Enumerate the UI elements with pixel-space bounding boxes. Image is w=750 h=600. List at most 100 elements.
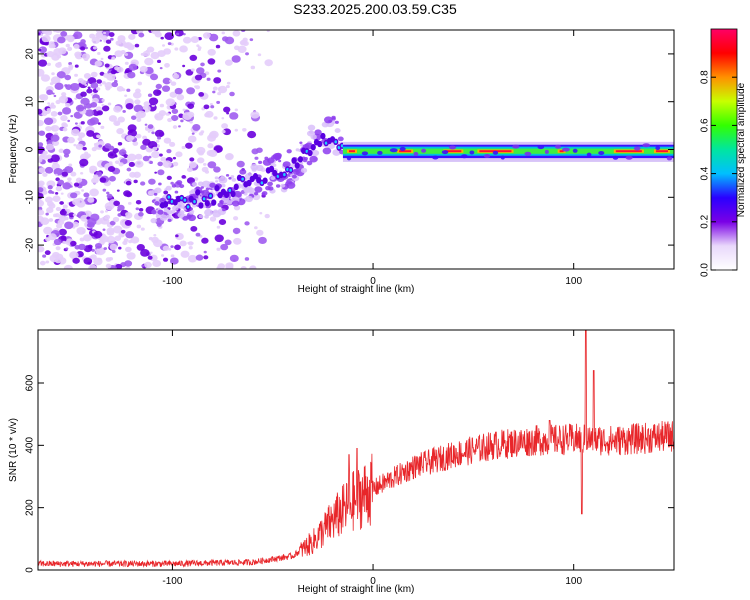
noise-blob — [160, 156, 167, 162]
colorbar-ticks: 0.0 0.2 0.4 0.6 0.8 — [700, 70, 737, 277]
noise-blob — [107, 151, 117, 159]
noise-blob — [172, 125, 178, 129]
noise-blob — [135, 207, 140, 211]
noise-blob — [75, 104, 85, 112]
noise-blob — [165, 98, 176, 107]
noise-blob — [101, 103, 105, 107]
band-blob — [346, 156, 352, 161]
noise-blob — [40, 217, 50, 225]
noise-blob — [264, 59, 273, 67]
noise-blob — [254, 226, 258, 230]
noise-blob — [54, 257, 62, 264]
noise-blob — [62, 204, 68, 209]
noise-blob — [67, 46, 73, 51]
noise-blob — [174, 47, 179, 51]
noise-blob — [240, 266, 247, 269]
noise-blob — [225, 153, 234, 161]
transition-blob — [189, 190, 194, 195]
noise-blob — [156, 59, 162, 64]
noise-blob — [190, 68, 195, 72]
noise-blob — [191, 132, 195, 135]
transition-blob — [299, 141, 303, 145]
noise-blob — [91, 248, 95, 252]
noise-blob — [58, 148, 64, 154]
noise-blob — [128, 63, 138, 71]
noise-blob — [82, 231, 85, 234]
noise-blob — [38, 187, 44, 193]
noise-blob — [70, 128, 80, 137]
trend-core — [180, 196, 183, 200]
noise-blob — [172, 156, 177, 160]
noise-blob — [152, 146, 158, 151]
noise-blob — [216, 225, 221, 229]
noise-blob — [51, 72, 55, 76]
noise-blob — [214, 234, 224, 243]
noise-blob — [47, 185, 53, 190]
noise-blob — [50, 102, 55, 106]
transition-blob — [243, 187, 251, 193]
noise-blob — [125, 191, 133, 198]
noise-blob — [140, 249, 150, 257]
transition-blob — [302, 158, 308, 163]
noise-blob — [74, 97, 78, 100]
transition-blob — [220, 175, 225, 179]
noise-blob — [175, 32, 180, 36]
chart-title: S233.2025.200.03.59.C35 — [293, 1, 457, 17]
noise-blob — [74, 245, 81, 250]
noise-blob — [95, 32, 104, 39]
noise-blob — [38, 32, 41, 36]
noise-blob — [167, 118, 173, 123]
noise-blob — [76, 227, 86, 235]
noise-blob — [124, 94, 128, 98]
transition-blob — [215, 180, 219, 183]
noise-blob — [92, 46, 98, 50]
noise-blob — [68, 64, 74, 69]
noise-blob — [170, 254, 175, 258]
noise-blob — [185, 142, 193, 149]
y-tick-label: 0 — [25, 567, 36, 573]
noise-blob — [101, 81, 106, 85]
snr-ylabel: SNR (10 * v/v) — [8, 418, 19, 482]
noise-blob — [85, 103, 93, 109]
noise-blob — [233, 237, 242, 245]
noise-blob — [45, 212, 49, 216]
band-blob — [389, 148, 398, 153]
transition-blob — [282, 161, 291, 168]
noise-blob — [70, 240, 77, 247]
noise-blob — [55, 246, 61, 251]
noise-blob — [203, 250, 207, 254]
noise-blob — [87, 218, 97, 226]
noise-blob — [136, 117, 142, 122]
y-tick-label: 200 — [25, 499, 36, 516]
noise-blob — [38, 199, 45, 208]
trend-core — [340, 144, 344, 148]
noise-blob — [105, 86, 111, 91]
noise-blob — [43, 117, 54, 126]
noise-blob — [97, 122, 101, 125]
trend-blob — [291, 157, 297, 164]
noise-blob — [54, 82, 64, 91]
band-blob — [413, 151, 419, 156]
noise-blob — [172, 161, 179, 167]
noise-blob — [207, 48, 216, 56]
noise-blob — [147, 124, 154, 129]
noise-blob — [82, 146, 87, 151]
noise-blob — [54, 213, 60, 218]
noise-blob — [179, 240, 187, 247]
noise-blob — [113, 105, 122, 113]
noise-blob — [201, 237, 209, 244]
noise-blob — [144, 126, 149, 130]
noise-blob — [178, 113, 184, 119]
noise-blob — [102, 228, 106, 231]
noise-blob — [124, 42, 133, 49]
noise-blob — [148, 97, 159, 106]
noise-blob — [237, 45, 247, 54]
noise-blob — [182, 108, 186, 112]
trend-blob — [223, 191, 230, 199]
noise-blob — [62, 107, 72, 115]
band-blob — [612, 155, 619, 160]
noise-blob — [122, 109, 126, 113]
transition-blob — [205, 187, 210, 191]
snr-panel: -100 0 100 0 200 400 600 Height of straight li… — [8, 329, 675, 595]
trend-blob — [268, 165, 275, 173]
